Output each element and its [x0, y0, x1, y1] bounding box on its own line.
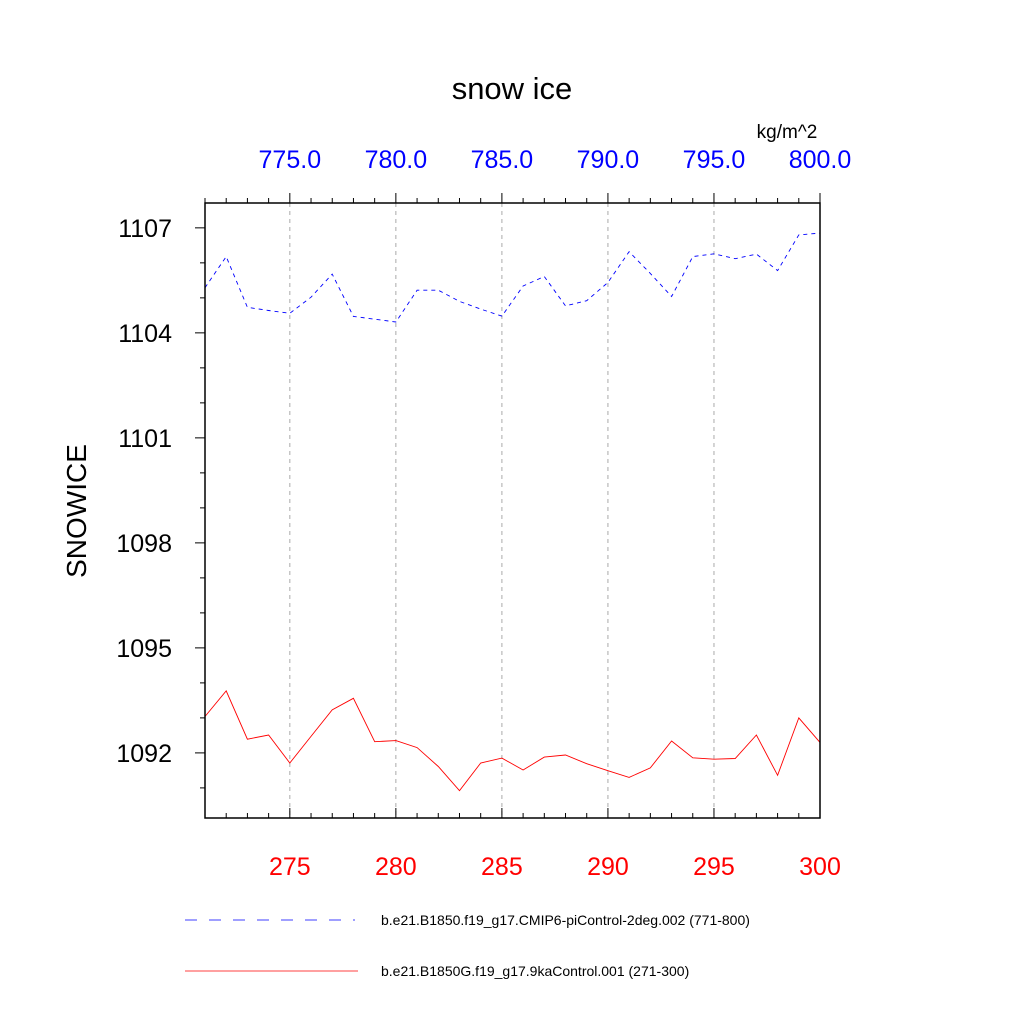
x-top-tick-label: 790.0	[577, 146, 640, 174]
x-top-tick-label: 780.0	[365, 146, 428, 174]
x-bottom-tick-label: 295	[693, 853, 735, 881]
x-bottom-tick-label: 290	[587, 853, 629, 881]
y-tick-label: 1092	[116, 740, 172, 768]
y-tick-label: 1107	[118, 215, 172, 243]
y-axis-label: SNOWICE	[61, 444, 92, 578]
units-label: kg/m^2	[757, 122, 818, 143]
x-bottom-tick-label: 275	[269, 853, 311, 881]
y-tick-label: 1095	[116, 635, 172, 663]
y-tick-label: 1104	[118, 320, 172, 348]
legend: b.e21.B1850.f19_g17.CMIP6-piControl-2deg…	[185, 912, 750, 979]
series-line-blue	[204, 232, 821, 323]
legend-label-blue: b.e21.B1850.f19_g17.CMIP6-piControl-2deg…	[381, 912, 750, 928]
chart-title: snow ice	[452, 71, 573, 106]
x-top-tick-label: 800.0	[789, 146, 852, 174]
legend-label-red: b.e21.B1850G.f19_g17.9kaControl.001 (271…	[381, 963, 689, 979]
x-bottom-tick-label: 300	[799, 853, 841, 881]
plot-frame	[204, 202, 821, 819]
x-top-tick-label: 785.0	[471, 146, 534, 174]
y-tick-label: 1098	[116, 530, 172, 558]
series-line-red	[204, 690, 821, 792]
x-top-tick-label: 795.0	[683, 146, 746, 174]
x-bottom-tick-label: 285	[481, 853, 523, 881]
x-bottom-tick-label: 280	[375, 853, 417, 881]
y-tick-label: 1101	[118, 425, 172, 453]
x-top-tick-label: 775.0	[259, 146, 322, 174]
